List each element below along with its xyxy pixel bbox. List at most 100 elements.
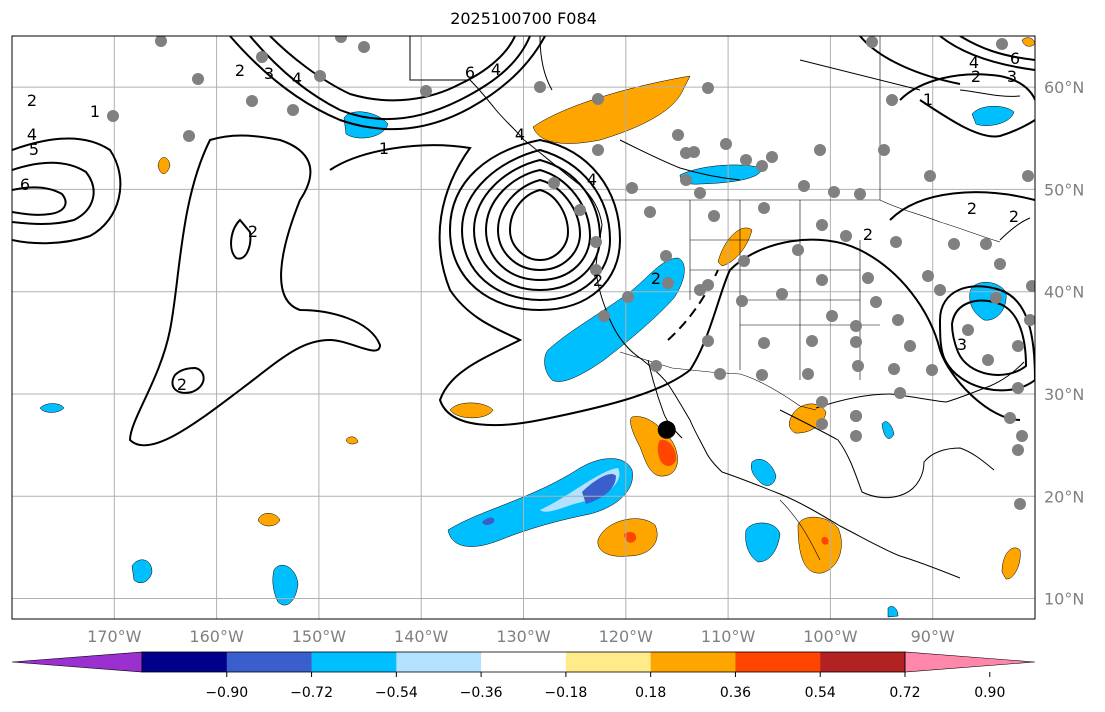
- contour-label: 4: [587, 170, 597, 189]
- contour-north-2: [229, 36, 546, 130]
- contour-west-1: [12, 137, 122, 245]
- colorbar-tick-label: −0.54: [375, 685, 418, 701]
- lon-tick-label: 140°W: [394, 627, 449, 646]
- contour-ne-5: [919, 99, 1035, 138]
- colorbar-tick-label: 0.18: [635, 685, 666, 701]
- map-frame: [11, 35, 1036, 620]
- contour-label: 2: [593, 271, 603, 290]
- contour-ne-4: [959, 36, 1035, 61]
- anomaly-positive-gulf-of-alaska: [532, 75, 691, 144]
- anomaly-positive-small-1: [449, 402, 494, 419]
- anomaly-fill-layer: [39, 37, 1035, 618]
- contour-label: 4: [292, 69, 302, 88]
- contour-west-2: [12, 161, 95, 225]
- contour-label: 2: [651, 269, 661, 288]
- contour-label: 6: [465, 63, 475, 82]
- colorbar-extend-high: [904, 651, 1036, 673]
- anomaly-negative-hawaii-2: [131, 559, 153, 583]
- anomaly-positive-small-4: [345, 436, 359, 445]
- colorbar-tick-label: 0.54: [805, 685, 836, 701]
- anomaly-negative-bottom: [887, 606, 899, 618]
- anomaly-positive-rockies: [717, 227, 753, 267]
- colorbar-tick-label: −0.36: [460, 685, 503, 701]
- contour-label: 2: [27, 91, 37, 110]
- contour-label: 2: [177, 375, 187, 394]
- colorbar: −0.90 −0.72 −0.54 −0.36 −0.18 0.18 0.36 0.54 0.7…: [11, 651, 1036, 701]
- contour-label: 3: [264, 64, 274, 83]
- contour-low-2: [460, 148, 612, 302]
- contour-1-large: [329, 144, 1021, 427]
- colorbar-tick-label: −0.18: [544, 685, 587, 701]
- contour-label: 4: [491, 60, 501, 79]
- anomaly-positive-mexico-core: [821, 536, 829, 545]
- colorbar-tick-label: 0.36: [720, 685, 751, 701]
- lat-tick-label: 20°N: [1044, 487, 1084, 506]
- lat-tick-label: 30°N: [1044, 385, 1084, 404]
- lon-tick-label: 170°W: [87, 627, 142, 646]
- contour-west-3: [12, 186, 67, 216]
- lon-tick-label: 110°W: [701, 627, 756, 646]
- anomaly-negative-gulf-small: [881, 421, 895, 439]
- lat-tick-label: 10°N: [1044, 590, 1084, 609]
- anomaly-positive-northeast: [1021, 37, 1035, 47]
- colorbar-bin: [396, 652, 482, 672]
- contour-north-3: [269, 36, 516, 102]
- colorbar-bin: [650, 652, 736, 672]
- coastlines: [409, 36, 1031, 579]
- lon-tick-label: 100°W: [803, 627, 858, 646]
- contour-label: 2: [248, 222, 258, 241]
- location-marker: [657, 420, 676, 439]
- anomaly-negative-mexico-coast: [751, 459, 777, 486]
- contour-2-pacific: [128, 134, 382, 447]
- contour-label: 4: [969, 53, 979, 72]
- contour-label: 6: [1010, 49, 1020, 68]
- contour-label: 6: [20, 175, 30, 194]
- anomaly-negative-hudson: [971, 106, 1015, 126]
- contour-label: 1: [90, 102, 100, 121]
- colorbar-frame: [141, 651, 906, 673]
- latitude-axis: 10°N 20°N 30°N 40°N 50°N 60°N: [1044, 78, 1084, 608]
- lon-tick-label: 160°W: [189, 627, 244, 646]
- lon-tick-label: 150°W: [292, 627, 347, 646]
- colorbar-bin: [142, 652, 228, 672]
- station-markers: [107, 36, 1035, 510]
- contour-label: 3: [1007, 67, 1017, 86]
- contour-label: 4: [515, 125, 525, 144]
- contour-label: 4: [27, 125, 37, 144]
- contour-label: 2: [971, 67, 981, 86]
- colorbar-bin: [226, 652, 313, 672]
- lat-tick-label: 60°N: [1044, 78, 1084, 97]
- contour-2-small: [230, 218, 252, 260]
- lon-tick-label: 90°W: [911, 627, 955, 646]
- anomaly-positive-small-3: [157, 157, 171, 174]
- colorbar-tick-label: −0.90: [205, 685, 248, 701]
- anomaly-negative-subtropical-band: [447, 458, 633, 547]
- anomaly-positive-small-2: [257, 513, 281, 527]
- contour-label: 1: [379, 139, 389, 158]
- colorbar-bin: [565, 652, 652, 672]
- anomaly-positive-pacific-south-core: [624, 531, 637, 543]
- contour-2-loop: [171, 366, 205, 394]
- colorbar-bin: [311, 652, 397, 672]
- lon-tick-label: 130°W: [496, 627, 551, 646]
- anomaly-positive-baja-core: [657, 439, 677, 466]
- contour-dashed: [667, 269, 719, 341]
- longitude-axis: 170°W 160°W 150°W 140°W 130°W 120°W 110°W 100°W…: [87, 627, 955, 646]
- contour-ne-3: [939, 36, 1035, 71]
- contour-ne-1: [899, 73, 1035, 101]
- lon-tick-label: 120°W: [599, 627, 654, 646]
- anomaly-positive-caribbean: [1001, 547, 1021, 580]
- contour-label: 2: [967, 199, 977, 218]
- anomaly-negative-mexico-pacific-1: [745, 522, 781, 563]
- colorbar-tick-label: 0.72: [889, 685, 920, 701]
- contour-label: 3: [957, 335, 967, 354]
- lat-tick-label: 50°N: [1044, 180, 1084, 199]
- anomaly-negative-small-1: [39, 403, 65, 413]
- contour-low-3: [472, 158, 602, 292]
- contour-label: 1: [923, 90, 933, 109]
- colorbar-extend-low: [11, 651, 143, 673]
- colorbar-bin: [481, 652, 567, 672]
